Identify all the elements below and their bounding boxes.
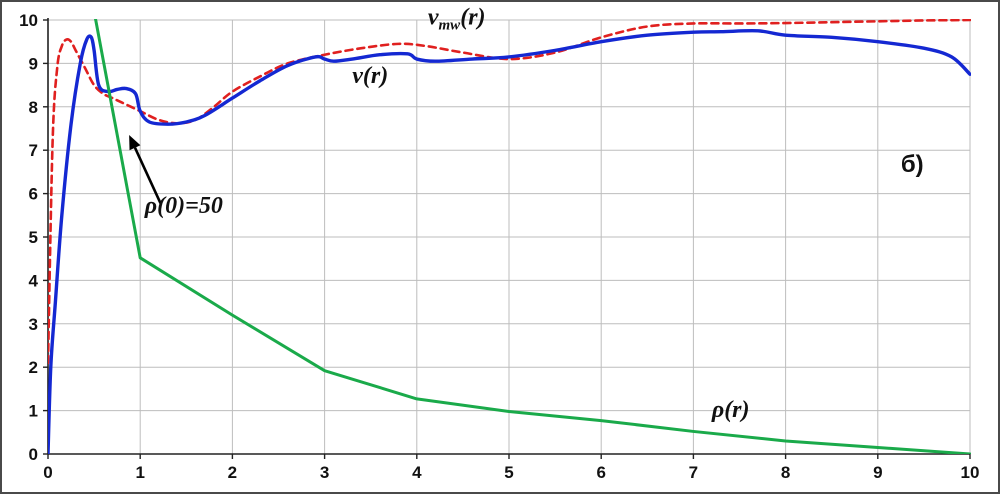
x-tick-label-10: 10 [961,463,980,482]
y-tick-label-9: 9 [29,54,38,73]
x-tick-label-9: 9 [873,463,882,482]
vmw-series-line [48,19,971,365]
y-tick-label-6: 6 [29,185,38,204]
y-tick-label-3: 3 [29,315,38,334]
panel-label: б) [901,151,924,178]
x-tick-label-8: 8 [781,463,790,482]
rho-label: ρ(r) [711,397,750,423]
y-tick-label-4: 4 [29,271,39,290]
axes-layer: 0 1 2 3 4 5 6 7 8 9 10 0 1 2 3 4 5 6 7 8 9 10 [19,11,979,482]
rho-series-line [94,19,971,454]
x-tick-label-3: 3 [320,463,329,482]
y-tick-label-2: 2 [29,358,38,377]
y-tick-label-5: 5 [29,228,38,247]
grid-layer [48,19,971,454]
labels-layer: vmw(r) v(r) ρ(r) ρ(0)=50 б) [129,4,924,423]
rho0-label: ρ(0)=50 [144,193,223,219]
x-tick-label-2: 2 [228,463,237,482]
annotation-arrow-head [129,135,141,151]
vmw-label: vmw(r) [428,4,486,33]
v-label: v(r) [352,63,388,89]
x-tick-label-1: 1 [135,463,144,482]
x-tick-label-4: 4 [412,463,422,482]
x-tick-label-5: 5 [504,463,513,482]
y-tick-label-8: 8 [29,98,38,117]
y-tick-label-1: 1 [29,402,38,421]
series-layer [48,19,971,454]
x-tick-label-6: 6 [596,463,605,482]
x-tick-label-0: 0 [43,463,52,482]
annotation-arrow-shaft [133,147,162,204]
y-tick-label-0: 0 [29,445,38,464]
v-series-line [48,29,971,454]
y-tick-label-10: 10 [19,11,38,30]
y-tick-label-7: 7 [29,141,38,160]
x-tick-label-7: 7 [689,463,698,482]
